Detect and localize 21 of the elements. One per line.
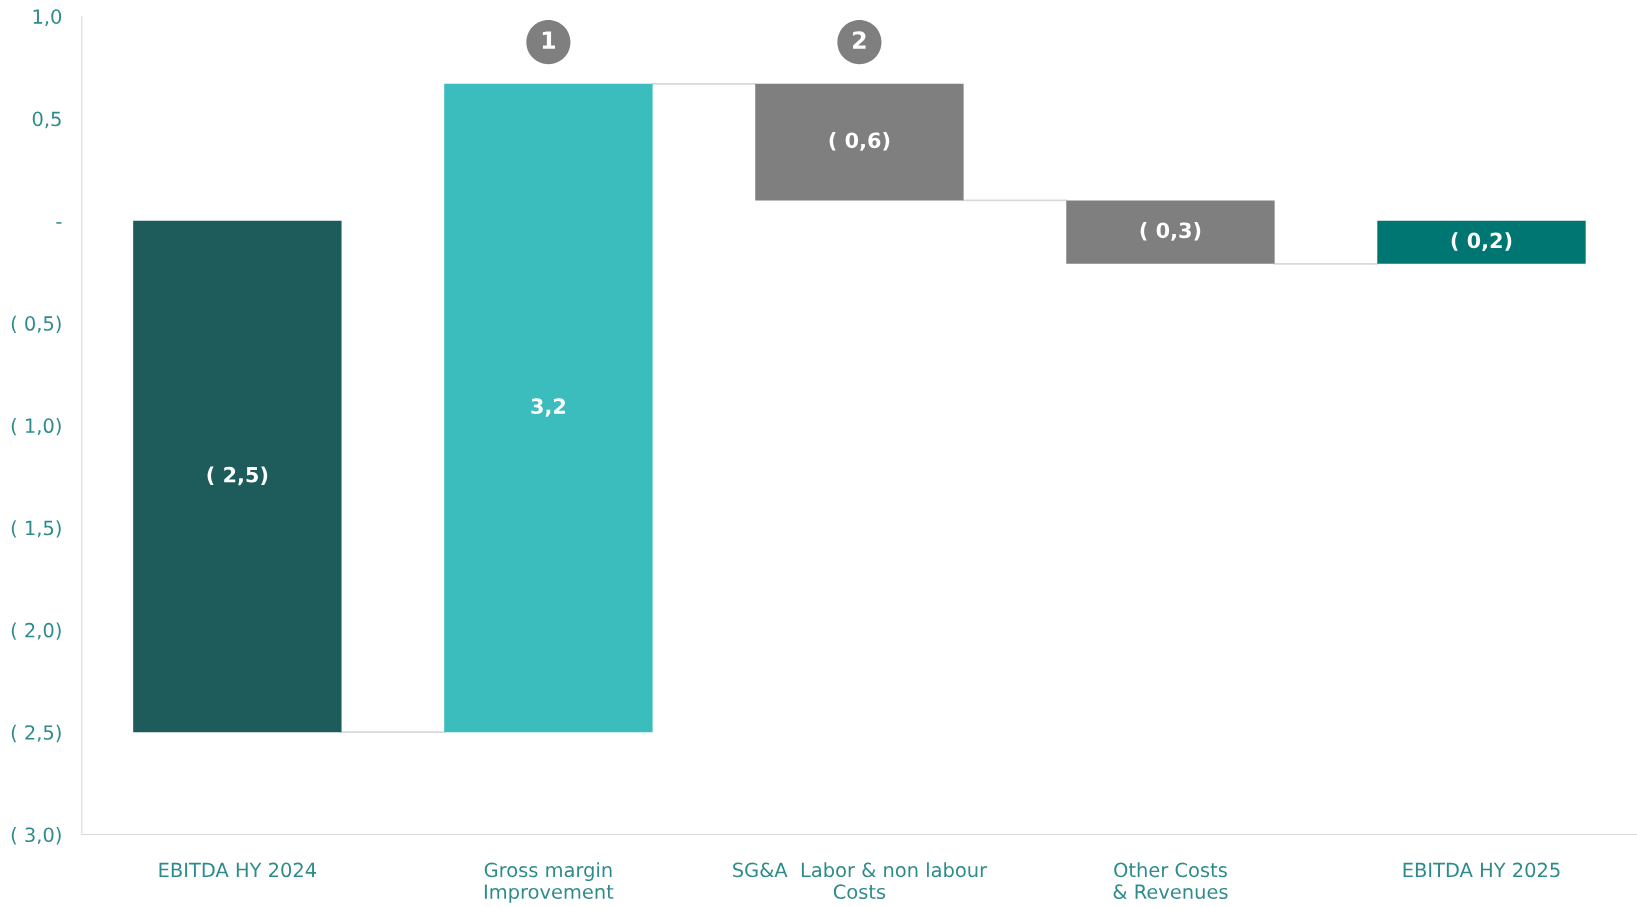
x-tick-label: EBITDA HY 2025 <box>1403 862 1560 878</box>
data-label: ( 0,3) <box>1140 222 1201 241</box>
y-tick-label: ( 1,0) <box>11 418 61 436</box>
data-label: ( 2,5) <box>207 466 268 486</box>
x-tick-label: EBITDA HY 2024 <box>159 862 317 878</box>
data-label: 3,2 <box>531 398 566 417</box>
annotation: 1 <box>542 31 555 49</box>
y-tick-label: 1,0 <box>33 9 62 26</box>
y-tick-label: 0,5 <box>32 111 61 129</box>
x-tick-label: Gross margin Improvement <box>484 862 614 903</box>
y-tick-label: ( 2,0) <box>11 622 61 640</box>
data-label: ( 0,2) <box>1451 232 1512 252</box>
y-tick-label: ( 1,5) <box>11 520 61 538</box>
y-tick-label: ( 3,0) <box>11 827 61 845</box>
x-tick-label: Other Costs & Revenues <box>1113 862 1228 900</box>
y-tick-label: - <box>56 222 62 224</box>
data-label: ( 0,6) <box>829 132 890 151</box>
y-tick-label: ( 2,5) <box>11 724 61 743</box>
x-tick-label: SG&A Labor & non labour Costs <box>733 862 988 900</box>
annotation: 2 <box>853 31 866 49</box>
y-tick-label: ( 0,5) <box>11 315 61 334</box>
